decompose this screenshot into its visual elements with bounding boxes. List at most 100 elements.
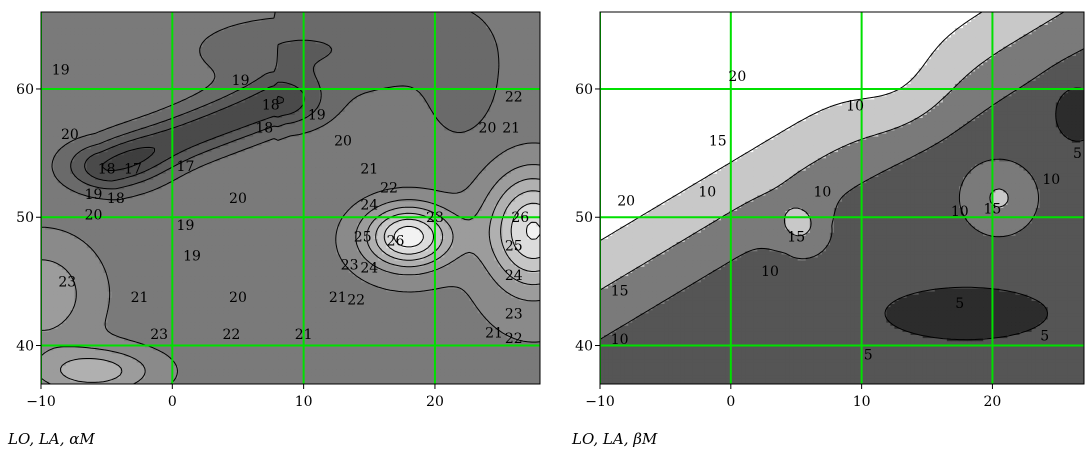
contour-band-cell — [390, 374, 396, 379]
contour-band-cell — [273, 380, 279, 384]
contour-band-cell — [423, 371, 429, 376]
contour-band-cell — [236, 359, 242, 363]
contour-band-cell — [340, 377, 346, 382]
contour-band-cell — [436, 359, 441, 363]
contour-band-cell — [456, 374, 462, 379]
contour-band-cell — [282, 359, 287, 363]
contour-band-cell — [248, 371, 254, 376]
contour-band-cell — [53, 377, 59, 382]
contour-band-cell — [365, 374, 371, 379]
contour-band-cell — [165, 356, 171, 360]
contour-band-cell — [377, 359, 383, 363]
contour-band-cell — [253, 368, 258, 373]
contour-band-cell — [199, 371, 204, 376]
contour-band-cell — [302, 359, 308, 363]
contour-band-cell — [352, 365, 358, 370]
contour-band-cell — [190, 359, 196, 363]
contour-band-cell — [311, 365, 317, 370]
contour-band-cell — [510, 374, 516, 379]
contour-band-cell — [469, 365, 475, 370]
contour-band-cell — [223, 380, 229, 384]
contour-band-cell — [411, 368, 416, 373]
contour-band-cell — [386, 362, 391, 366]
contour-band-cell — [469, 368, 475, 373]
contour-band-cell — [253, 371, 258, 376]
contour-band-cell — [248, 380, 254, 384]
contour-band-cell — [415, 371, 421, 376]
contour-band-cell — [415, 356, 421, 360]
contour-band-cell — [390, 377, 396, 382]
contour-band-cell — [240, 356, 246, 360]
contour-band-cell — [240, 374, 246, 379]
contour-band-cell — [99, 365, 104, 370]
contour-band-cell — [377, 362, 383, 366]
contour-band-cell — [70, 368, 75, 373]
contour-band-cell — [228, 368, 233, 373]
contour-band-cell — [74, 359, 80, 363]
contour-band-cell — [278, 380, 283, 384]
contour-band-cell — [219, 374, 225, 379]
contour-band-cell — [65, 365, 71, 370]
contour-band-cell — [515, 368, 520, 373]
contour-band-cell — [53, 365, 59, 370]
contour-band-cell — [456, 368, 462, 373]
contour-band-cell — [527, 371, 533, 376]
contour-band-cell — [190, 377, 196, 382]
contour-band-cell — [240, 380, 246, 384]
contour-band-cell — [157, 356, 163, 360]
contour-band-cell — [215, 359, 221, 363]
contour-band-cell — [144, 374, 150, 379]
contour-band-cell — [415, 380, 421, 384]
contour-band-cell — [61, 371, 67, 376]
contour-band-cell — [485, 374, 491, 379]
contour-band-cell — [70, 356, 75, 360]
contour-band-cell — [481, 359, 487, 363]
contour-band-cell — [269, 356, 275, 360]
contour-band-cell — [219, 362, 225, 366]
contour-band-cell — [531, 377, 537, 382]
contour-band-cell — [381, 374, 387, 379]
contour-band-cell — [61, 380, 67, 384]
contour-band-cell — [365, 380, 371, 384]
contour-band-cell — [336, 368, 341, 373]
contour-band-cell — [394, 368, 400, 373]
contour-band-cell — [165, 374, 171, 379]
contour-band-cell — [111, 380, 117, 384]
contour-band-cell — [469, 377, 475, 382]
contour-band-cell — [477, 359, 483, 363]
contour-band-cell — [411, 377, 416, 382]
contour-band-cell — [78, 362, 84, 366]
contour-band-cell — [95, 359, 100, 363]
contour-band-cell — [490, 380, 495, 384]
contour-band-cell — [194, 368, 200, 373]
contour-band-cell — [319, 374, 325, 379]
contour-band-cell — [219, 368, 225, 373]
contour-band-cell — [178, 371, 183, 376]
contour-band-cell — [373, 371, 379, 376]
contour-band-cell — [440, 374, 445, 379]
contour-band-cell — [149, 353, 154, 357]
contour-band-cell — [182, 356, 188, 360]
contour-band-cell — [456, 362, 462, 366]
contour-band-cell — [107, 356, 113, 360]
contour-band-cell — [298, 377, 304, 382]
contour-band-cell — [223, 368, 229, 373]
contour-band-cell — [86, 374, 92, 379]
contour-band-cell — [440, 365, 445, 370]
contour-band-cell — [444, 365, 450, 370]
contour-band-cell — [286, 356, 292, 360]
contour-band-cell — [498, 368, 504, 373]
contour-band-cell — [199, 359, 204, 363]
contour-band-cell — [477, 368, 483, 373]
contour-band-cell — [444, 377, 450, 382]
contour-band-cell — [240, 353, 246, 357]
contour-band-cell — [402, 362, 408, 366]
contour-band-cell — [340, 356, 346, 360]
contour-band-cell — [120, 359, 125, 363]
contour-band-cell — [332, 362, 337, 366]
contour-band-cell — [132, 356, 138, 360]
contour-band-cell — [103, 368, 109, 373]
contour-band-cell — [232, 371, 238, 376]
contour-band-cell — [406, 374, 412, 379]
